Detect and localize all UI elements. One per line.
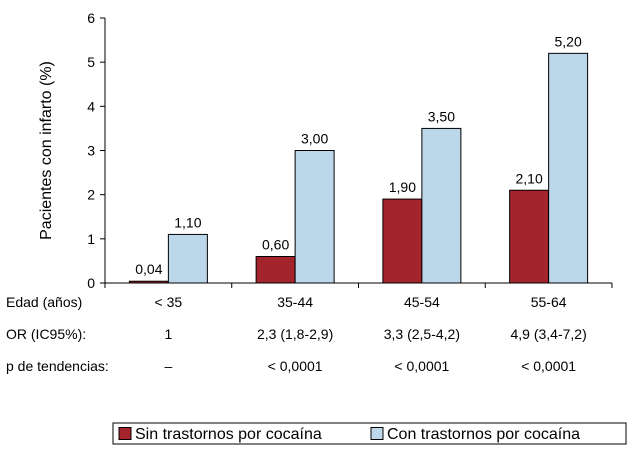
bar-sin-trastornos [382,198,423,284]
bar-sin-trastornos [509,189,550,284]
x-tick-label: 35-44 [277,294,313,310]
y-tick-label: 0 [87,275,95,291]
table-row-header: p de tendencias: [6,358,109,374]
y-tick-label: 2 [87,187,95,203]
table-cell: – [164,358,172,374]
data-label: 3,00 [301,131,328,147]
table-row-header: Edad (años) [6,294,82,310]
table-cell: < 0,0001 [394,358,449,374]
bar-con-trastornos [167,233,208,284]
x-tick-label: 55-64 [531,294,567,310]
table-row-header: OR (IC95%): [6,326,86,342]
bar-con-trastornos [294,150,335,284]
data-label: 0,04 [135,261,162,277]
table-cell: < 0,0001 [521,358,576,374]
x-tick-label: < 35 [155,294,183,310]
data-label: 1,90 [389,179,416,195]
bar-con-trastornos [548,52,589,284]
y-tick-label: 3 [87,143,95,159]
y-tick-label: 4 [87,98,95,114]
data-label: 0,60 [262,237,289,253]
data-label: 3,50 [428,108,455,124]
data-label: 5,20 [555,33,582,49]
legend-box [112,422,627,445]
y-tick-label: 5 [87,54,95,70]
x-tick-label: 45-54 [404,294,440,310]
bar-sin-trastornos [255,256,296,284]
data-label: 2,10 [516,170,543,186]
y-axis-label: Pacientes con infarto (%) [38,61,55,240]
legend-swatch-sin [118,427,132,440]
table-cell: 2,3 (1,8-2,9) [257,326,333,342]
table-cell: 3,3 (2,5-4,2) [384,326,460,342]
table-cell: < 0,0001 [268,358,323,374]
table-cell: 4,9 (3,4-7,2) [510,326,586,342]
bar-con-trastornos [421,127,462,284]
legend-swatch-con [370,427,384,440]
data-label: 1,10 [174,214,201,230]
table-cell: 1 [164,326,172,342]
legend-label-con: Con trastornos por cocaína [387,426,580,443]
legend-label-sin: Sin trastornos por cocaína [135,426,322,443]
y-tick-label: 6 [87,10,95,26]
y-tick-label: 1 [87,231,95,247]
bar-sin-trastornos [128,280,169,284]
